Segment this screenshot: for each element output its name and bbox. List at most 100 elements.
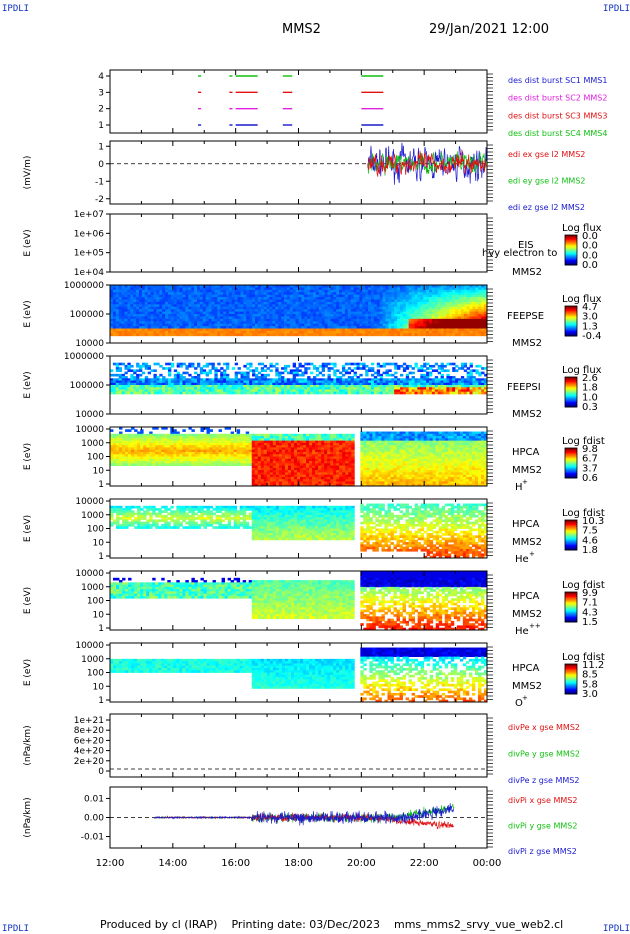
feepse-spectrogram-cell bbox=[281, 328, 285, 332]
feepse-spectrogram-cell bbox=[272, 323, 276, 327]
feepse-spectrogram-cell bbox=[115, 304, 120, 308]
feepsi-spectrogram-cell bbox=[240, 371, 244, 375]
feepsi-spectrogram-cell bbox=[321, 385, 325, 388]
feepse-spectrogram-cell bbox=[388, 306, 392, 310]
feepse-spectrogram-cell bbox=[304, 287, 308, 291]
feepse-spectrogram-cell bbox=[144, 330, 149, 334]
feepse-spectrogram-cell bbox=[310, 321, 314, 325]
feepsi-spectrogram-cell bbox=[379, 382, 383, 386]
feepse-spectrogram-cell bbox=[266, 287, 270, 291]
feepsi-spectrogram-cell bbox=[144, 376, 149, 379]
feepsi-spectrogram-cell bbox=[452, 385, 456, 388]
feepse-spectrogram-cell bbox=[269, 309, 273, 312]
feepse-spectrogram-cell bbox=[304, 309, 308, 312]
feepse-colorbar-band bbox=[565, 308, 577, 311]
feepse-spectrogram-cell bbox=[362, 318, 366, 322]
feepse-spectrogram-cell bbox=[443, 316, 447, 320]
feepse-spectrogram-cell bbox=[371, 289, 375, 293]
hpca_h-spectrogram-cell bbox=[116, 440, 120, 444]
feepse-spectrogram-cell bbox=[342, 304, 346, 308]
feepsi-spectrogram-cell bbox=[324, 387, 328, 390]
feepse-spectrogram-cell bbox=[124, 326, 128, 329]
hpca_h-spectrogram-cell bbox=[197, 456, 201, 460]
feepsi-spectrogram-cell bbox=[115, 389, 120, 393]
feepsi-spectrogram-cell bbox=[272, 380, 276, 384]
feepse-spectrogram-cell bbox=[115, 301, 120, 305]
feepsi-spectrogram-cell bbox=[260, 362, 265, 366]
feepse-spectrogram-cell bbox=[463, 289, 468, 293]
feepse-spectrogram-cell bbox=[170, 323, 175, 327]
feepse-spectrogram-cell bbox=[463, 309, 468, 312]
hpca_h-spectrogram-cell bbox=[155, 458, 159, 462]
hpca_h-spectrogram-cell bbox=[140, 463, 144, 466]
feepse-spectrogram-cell bbox=[408, 330, 412, 334]
feepse-spectrogram-cell bbox=[110, 321, 114, 325]
feepse-spectrogram-cell bbox=[141, 297, 146, 300]
feepse-spectrogram-cell bbox=[402, 306, 407, 310]
hpca_h-spectrogram-cell bbox=[134, 442, 138, 446]
hpca_h-spectrogram-cell bbox=[167, 447, 171, 451]
feepsi-spectrogram-cell bbox=[478, 378, 482, 381]
feepse-spectrogram-cell bbox=[295, 311, 299, 315]
feepsi-spectrogram-cell bbox=[339, 376, 343, 379]
hpca_h-spectrogram-cell bbox=[152, 463, 156, 466]
hpca_h-spectrogram-cell bbox=[128, 463, 132, 466]
hpca_h-spectrogram-cell bbox=[134, 458, 138, 462]
feepse-spectrogram-cell bbox=[289, 333, 294, 337]
feepsi-colorbar-band bbox=[565, 378, 577, 380]
feepse-spectrogram-cell bbox=[133, 285, 137, 288]
feepse-spectrogram-cell bbox=[431, 304, 436, 308]
feepsi-spectrogram-cell bbox=[269, 385, 273, 388]
feepse-spectrogram-cell bbox=[344, 316, 349, 320]
hpca_h-spectrogram-cell bbox=[146, 454, 150, 457]
feepsi-spectrogram-cell bbox=[118, 376, 122, 379]
feepse-spectrogram-cell bbox=[391, 318, 395, 322]
feepsi-colorbar-value: 2.6 bbox=[582, 373, 598, 384]
feepse-spectrogram-cell bbox=[411, 299, 415, 303]
hpca_h-spectrogram-cell bbox=[128, 436, 132, 439]
feepse-spectrogram-cell bbox=[388, 328, 392, 332]
feepse-spectrogram-cell bbox=[481, 330, 485, 334]
feepse-spectrogram-cell bbox=[347, 321, 352, 325]
eis-colorbar-band bbox=[565, 241, 577, 243]
feepsi-spectrogram-cell bbox=[205, 362, 209, 366]
feepsi-spectrogram-cell bbox=[255, 382, 259, 386]
eis-colorbar-band bbox=[565, 240, 577, 242]
feepse-y-tick-label: 10000 bbox=[75, 339, 104, 349]
hpca_h-spectrogram-cell bbox=[188, 451, 192, 455]
feepse-spectrogram-cell bbox=[379, 316, 383, 320]
feepse-spectrogram-cell bbox=[484, 297, 488, 300]
eis-colorbar-band bbox=[565, 248, 577, 251]
hpca_h-spectrogram-cell bbox=[215, 456, 219, 460]
feepse-spectrogram-cell bbox=[182, 289, 186, 293]
feepse-spectrogram-cell bbox=[437, 330, 441, 334]
feepsi-spectrogram-cell bbox=[255, 391, 259, 395]
feepsi-spectrogram-cell bbox=[214, 378, 218, 381]
feepse-spectrogram-cell bbox=[446, 304, 450, 308]
corner-mark-bottom-left: IPDLI bbox=[2, 924, 30, 934]
feepse-spectrogram-cell bbox=[295, 285, 299, 288]
feepsi-spectrogram-cell bbox=[220, 380, 224, 384]
feepse-colorbar-band bbox=[565, 309, 577, 312]
feepsi-spectrogram-cell bbox=[481, 382, 485, 386]
feepse-spectrogram-cell bbox=[159, 326, 163, 329]
hpca_h-spectrogram-cell bbox=[215, 458, 219, 462]
feepse-y-tick-label: 1000000 bbox=[64, 281, 104, 291]
feepse-spectrogram-cell bbox=[286, 318, 291, 322]
feepse-spectrogram-cell bbox=[318, 289, 323, 293]
feepsi-spectrogram-cell bbox=[124, 367, 128, 370]
feepsi-spectrogram-cell bbox=[231, 380, 236, 384]
hpca_h-spectrogram-cell bbox=[215, 433, 219, 437]
feepsi-spectrogram-cell bbox=[185, 380, 189, 384]
feepse-spectrogram-cell bbox=[147, 321, 151, 325]
feepsi-spectrogram-cell bbox=[147, 367, 151, 370]
feepse-spectrogram-cell bbox=[255, 287, 259, 291]
feepsi-spectrogram-cell bbox=[226, 382, 230, 386]
feepse-spectrogram-cell bbox=[118, 328, 122, 332]
feepse-spectrogram-cell bbox=[127, 306, 131, 310]
feepse-spectrogram-cell bbox=[426, 299, 430, 303]
feepse-spectrogram-cell bbox=[339, 304, 343, 308]
feepsi-spectrogram-cell bbox=[440, 389, 444, 393]
feepse-spectrogram-cell bbox=[371, 318, 375, 322]
feepse-spectrogram-cell bbox=[385, 326, 389, 329]
